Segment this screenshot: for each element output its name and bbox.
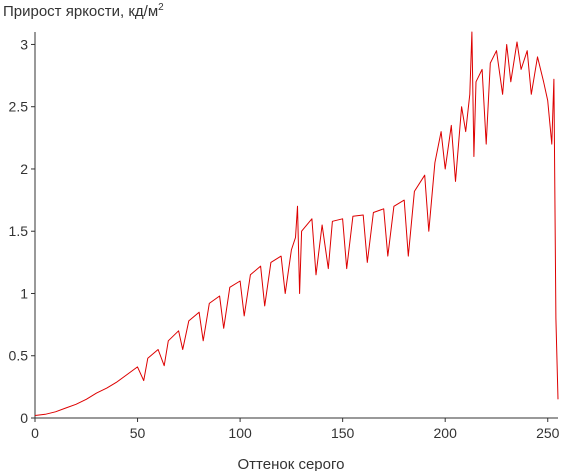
- x-tick-label: 250: [536, 425, 560, 441]
- x-axis-title: Оттенок серого: [238, 456, 345, 471]
- x-axis-ticks: 0 50 100 150 200 250: [31, 418, 560, 441]
- x-tick-label: 200: [434, 425, 458, 441]
- y-tick-label: 2: [20, 161, 28, 177]
- y-tick-label: 2.5: [9, 99, 29, 115]
- chart-title-superscript: 2: [158, 2, 164, 13]
- axes: [34, 32, 558, 419]
- y-tick-label: 3: [20, 36, 28, 52]
- x-tick-label: 0: [31, 425, 39, 441]
- y-tick-label: 1: [20, 285, 28, 301]
- series-layer: [34, 31, 559, 416]
- x-tick-label: 150: [331, 425, 355, 441]
- chart-title: Прирост яркости, кд/м2: [3, 2, 164, 20]
- y-tick-label: 0.5: [9, 348, 29, 364]
- brightness-increment-line: [34, 31, 559, 416]
- y-tick-label: 1.5: [9, 223, 29, 239]
- chart-title-text: Прирост яркости, кд/м: [3, 3, 158, 20]
- y-tick-label: 0: [20, 410, 28, 426]
- y-axis-ticks: 0 0.5 1 1.5 2 2.5 3: [9, 36, 35, 426]
- x-tick-label: 50: [130, 425, 146, 441]
- x-tick-label: 100: [228, 425, 252, 441]
